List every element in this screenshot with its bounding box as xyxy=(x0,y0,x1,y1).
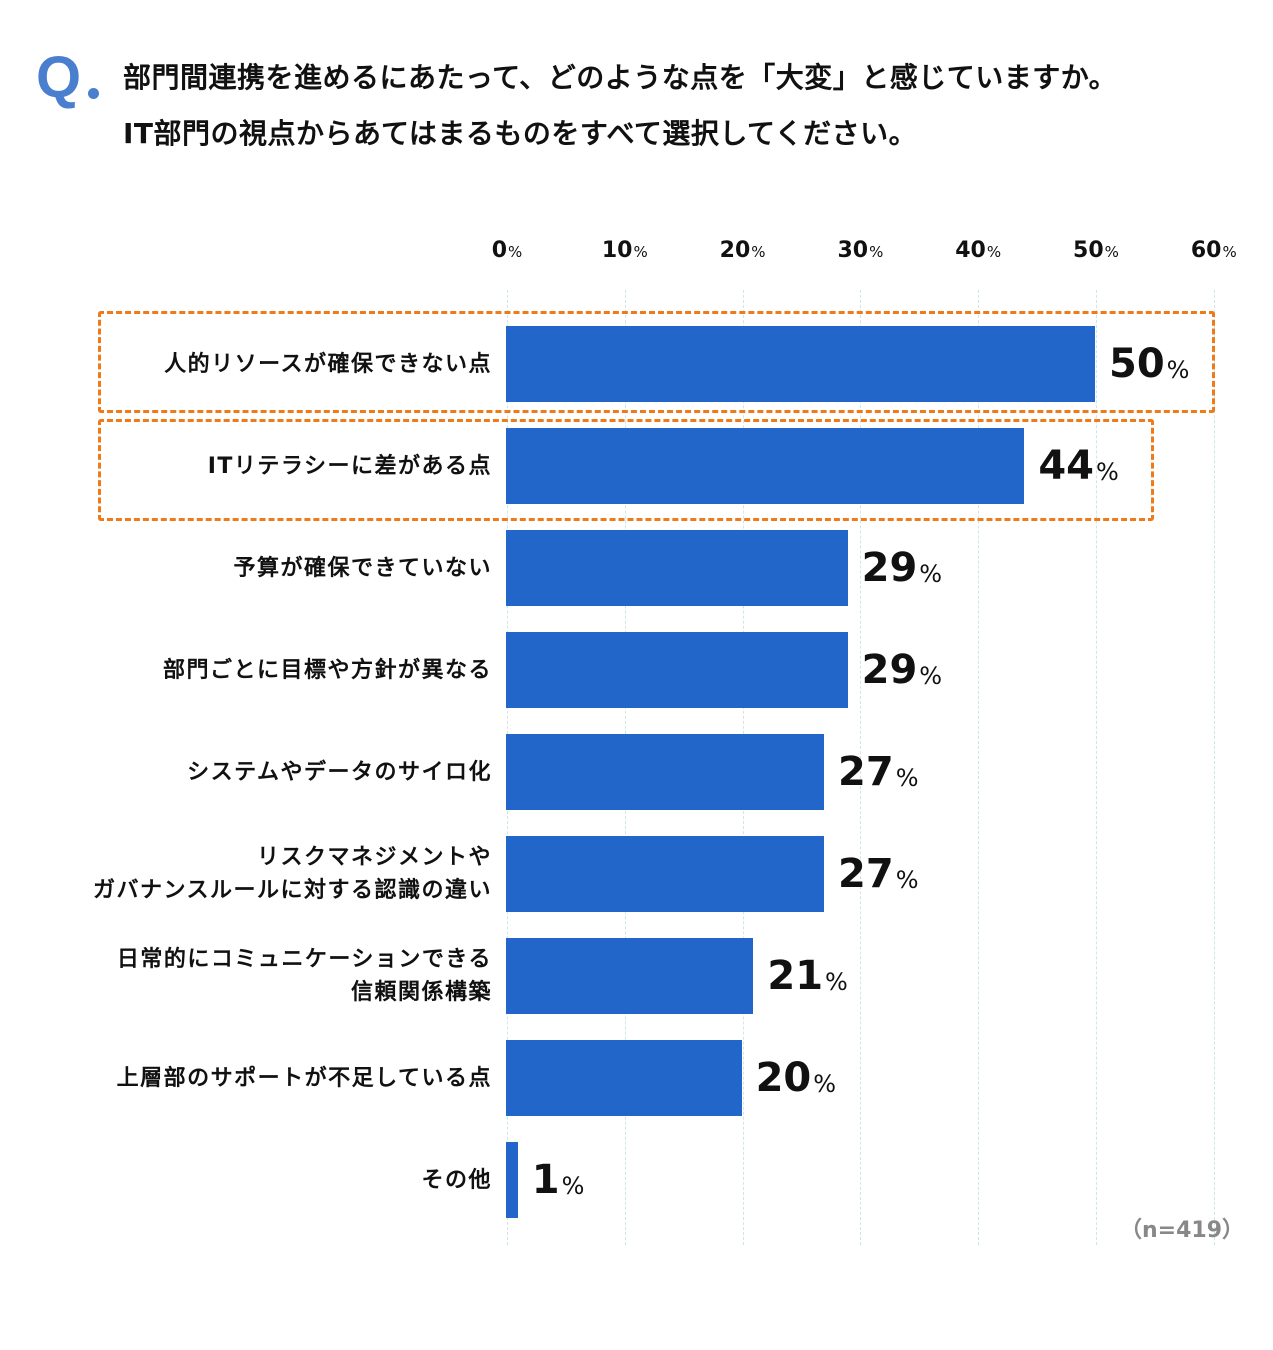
tick-value: 10 xyxy=(601,238,633,263)
value-number: 50 xyxy=(1109,341,1165,387)
tick-unit: % xyxy=(508,243,523,261)
category-label: 日常的にコミュニケーションできる信頼関係構築 xyxy=(117,938,492,1014)
bar xyxy=(506,326,1095,402)
value-label: 29% xyxy=(862,632,942,708)
bar xyxy=(506,938,754,1014)
x-tick-label: 0% xyxy=(492,238,523,263)
category-label-line: その他 xyxy=(421,1167,492,1193)
gridline xyxy=(1213,290,1215,1245)
bar-row: 部門ごとに目標や方針が異なる 29% xyxy=(0,632,1273,708)
value-unit: % xyxy=(825,968,848,996)
x-tick-label: 50% xyxy=(1073,238,1119,263)
value-label: 44% xyxy=(1038,428,1118,504)
category-label: 予算が確保できていない xyxy=(233,530,492,606)
value-label: 1% xyxy=(532,1142,585,1218)
tick-unit: % xyxy=(751,243,766,261)
bar xyxy=(506,428,1025,504)
bar xyxy=(506,632,848,708)
gridline xyxy=(1096,290,1097,1245)
category-label: 部門ごとに目標や方針が異なる xyxy=(163,632,492,708)
bar-row: リスクマネジメントやガバナンスルールに対する認識の違い 27% xyxy=(0,836,1273,912)
category-label-line: リスクマネジメントや xyxy=(256,845,492,870)
bar-row: その他 1% xyxy=(0,1142,1273,1218)
category-label: 上層部のサポートが不足している点 xyxy=(117,1040,492,1116)
x-axis-ticks: 0% 10% 20% 30% 40% 50% 60% xyxy=(0,238,1273,274)
bar-row: 予算が確保できていない 29% xyxy=(0,530,1273,606)
tick-value: 60 xyxy=(1190,238,1222,263)
value-number: 29 xyxy=(861,545,918,591)
value-unit: % xyxy=(1166,356,1190,384)
bar-row: 上層部のサポートが不足している点 20% xyxy=(0,1040,1273,1116)
category-label: その他 xyxy=(421,1142,492,1218)
sample-size-note: （n=419） xyxy=(1120,1218,1245,1243)
value-number: 27 xyxy=(838,749,894,795)
category-label: ITリテラシーに差がある点 xyxy=(208,428,492,504)
value-label: 29% xyxy=(862,530,942,606)
category-label-line: システムやデータのサイロ化 xyxy=(187,759,492,785)
x-tick-label: 20% xyxy=(720,238,766,263)
tick-value: 30 xyxy=(837,238,869,263)
tick-unit: % xyxy=(869,243,884,261)
highlight-box-2 xyxy=(98,419,1154,521)
x-tick-label: 60% xyxy=(1191,238,1237,263)
question-line-2: IT部門の視点からあてはまるものをすべて選択してください。 xyxy=(123,117,918,150)
tick-value: 20 xyxy=(719,238,751,263)
bar-row: ITリテラシーに差がある点 44% xyxy=(0,428,1273,504)
question-line-1: 部門間連携を進めるにあたって、どのような点を「大変」と感じていますか。 xyxy=(123,61,1118,94)
value-number: 20 xyxy=(755,1055,812,1101)
value-unit: % xyxy=(813,1070,837,1098)
value-number: 21 xyxy=(767,953,824,999)
category-label-line: 日常的にコミュニケーションできる xyxy=(116,947,492,972)
tick-value: 50 xyxy=(1073,238,1104,263)
question-mark-icon: Q xyxy=(36,45,82,110)
category-label-line: ガバナンスルールに対する認識の違い xyxy=(92,878,492,903)
highlight-box-1 xyxy=(98,311,1215,413)
value-unit: % xyxy=(1095,458,1119,486)
value-label: 21% xyxy=(767,938,847,1014)
tick-unit: % xyxy=(1104,243,1119,261)
bar xyxy=(506,530,848,606)
value-unit: % xyxy=(895,764,919,792)
bar-row: システムやデータのサイロ化 27% xyxy=(0,734,1273,810)
gridline xyxy=(860,290,862,1245)
value-label: 50% xyxy=(1109,326,1189,402)
tick-value: 0 xyxy=(491,238,508,263)
value-unit: % xyxy=(561,1172,585,1200)
value-number: 27 xyxy=(838,851,894,897)
tick-value: 40 xyxy=(955,238,986,263)
category-label-line: ITリテラシーに差がある点 xyxy=(207,453,492,479)
x-tick-label: 30% xyxy=(837,238,883,263)
category-label-line: 人的リソースが確保できない点 xyxy=(164,351,492,377)
value-unit: % xyxy=(919,560,943,588)
question-text: 部門間連携を進めるにあたって、どのような点を「大変」と感じていますか。 IT部門… xyxy=(123,50,1117,162)
value-number: 29 xyxy=(861,647,918,693)
bar xyxy=(506,734,825,810)
value-number: 44 xyxy=(1038,443,1094,489)
x-tick-label: 40% xyxy=(955,238,1001,263)
value-label: 27% xyxy=(838,734,918,810)
x-tick-label: 10% xyxy=(602,238,648,263)
bar xyxy=(506,1142,518,1218)
bar xyxy=(506,836,825,912)
gridline xyxy=(978,290,980,1245)
category-label-line: 上層部のサポートが不足している点 xyxy=(116,1065,492,1091)
question-dot xyxy=(88,88,99,99)
category-label: システムやデータのサイロ化 xyxy=(187,734,492,810)
value-number: 1 xyxy=(531,1157,560,1203)
bar-row: 人的リソースが確保できない点 50% xyxy=(0,326,1273,402)
category-label: リスクマネジメントやガバナンスルールに対する認識の違い xyxy=(93,836,492,912)
tick-unit: % xyxy=(633,243,648,261)
category-label-line: 信頼関係構築 xyxy=(350,980,492,1005)
bar-row: 日常的にコミュニケーションできる信頼関係構築 21% xyxy=(0,938,1273,1014)
category-label-line: 予算が確保できていない xyxy=(233,555,492,581)
category-label-line: 部門ごとに目標や方針が異なる xyxy=(162,657,492,683)
category-label: 人的リソースが確保できない点 xyxy=(164,326,492,402)
tick-unit: % xyxy=(986,243,1002,261)
bar xyxy=(506,1040,742,1116)
value-label: 27% xyxy=(838,836,918,912)
value-unit: % xyxy=(895,866,919,894)
tick-unit: % xyxy=(1222,243,1237,261)
value-unit: % xyxy=(919,662,943,690)
value-label: 20% xyxy=(756,1040,836,1116)
